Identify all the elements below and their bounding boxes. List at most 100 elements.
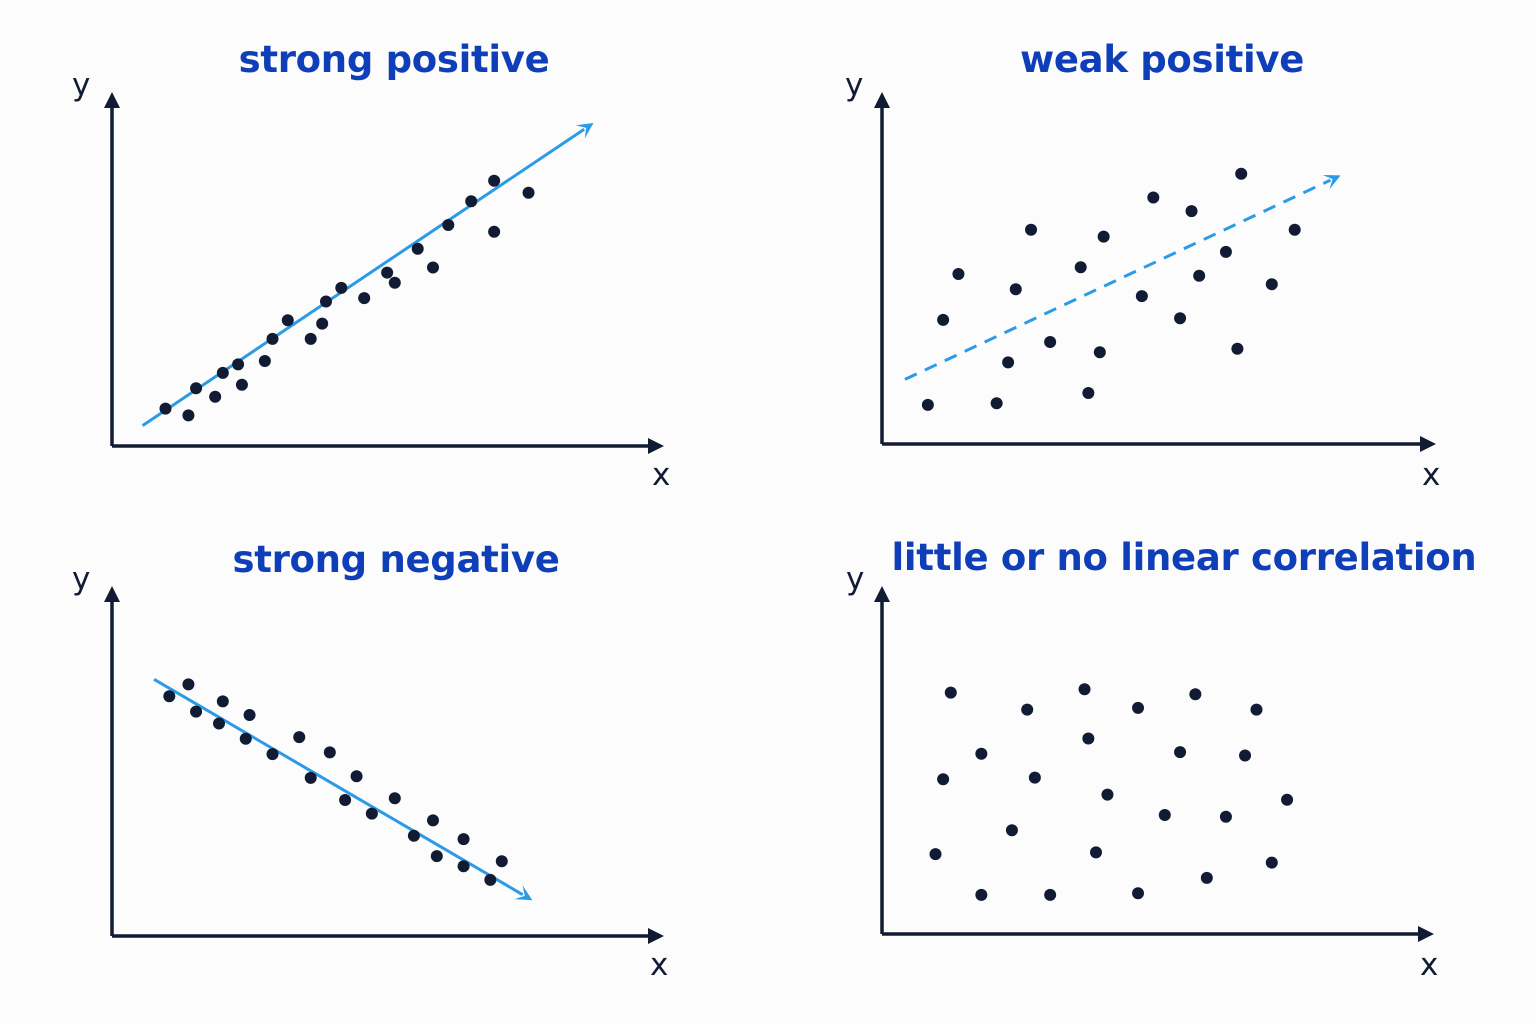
data-point	[430, 850, 443, 863]
data-point	[407, 829, 420, 842]
trend-arrowhead	[1322, 174, 1341, 190]
data-point	[323, 746, 336, 759]
data-point	[952, 268, 965, 280]
y-axis-arrowhead	[104, 586, 120, 602]
data-point	[1239, 749, 1252, 762]
data-point	[281, 314, 294, 327]
data-point	[1250, 703, 1263, 716]
scatter-plot	[874, 586, 1434, 942]
scatter-plot	[104, 586, 664, 944]
data-point	[1219, 810, 1232, 823]
data-point	[1044, 336, 1057, 348]
scatter-plot	[104, 92, 664, 454]
data-point	[1174, 746, 1187, 759]
data-point	[484, 873, 497, 886]
data-point	[937, 773, 950, 786]
data-point	[929, 848, 942, 861]
data-point	[209, 390, 222, 403]
data-point	[427, 261, 439, 274]
data-point	[411, 242, 424, 255]
data-point	[1097, 230, 1110, 243]
data-point	[304, 771, 317, 784]
data-point	[163, 690, 176, 703]
y-axis-label: y	[846, 561, 865, 597]
data-point	[381, 266, 394, 279]
trend-arrowhead	[575, 123, 594, 139]
data-point	[159, 402, 172, 415]
data-point	[190, 705, 203, 718]
data-point	[1288, 223, 1301, 236]
data-point	[457, 833, 470, 846]
data-point	[339, 794, 352, 806]
data-point	[350, 770, 363, 783]
chart-panel-no-correlation: little or no linear correlation y x	[768, 512, 1536, 1024]
data-point	[1044, 888, 1057, 901]
data-point	[1158, 809, 1171, 821]
data-point	[320, 295, 332, 308]
scatter-plot	[874, 92, 1436, 452]
data-point	[442, 219, 455, 231]
x-axis-label: x	[650, 947, 669, 983]
data-point	[990, 397, 1003, 410]
data-point	[465, 195, 478, 208]
data-point	[239, 732, 252, 745]
data-point	[182, 678, 195, 691]
data-point	[1005, 824, 1018, 837]
data-point	[522, 186, 535, 199]
chart-title: strong positive	[238, 38, 550, 81]
data-point	[1132, 701, 1145, 714]
data-point	[1174, 312, 1187, 325]
data-point	[1028, 771, 1041, 784]
chart-panel-weak-positive: weak positive y x	[768, 0, 1536, 512]
data-point	[293, 731, 306, 744]
data-point	[388, 792, 401, 805]
data-point	[488, 174, 501, 187]
y-axis-label: y	[72, 561, 91, 597]
data-point	[1132, 887, 1145, 900]
data-point	[266, 332, 279, 345]
data-point	[1082, 732, 1095, 745]
data-point	[266, 748, 279, 761]
data-point	[1002, 356, 1015, 369]
chart-title: strong negative	[232, 538, 560, 581]
data-point	[335, 281, 348, 294]
data-point	[182, 409, 195, 422]
data-point	[1265, 856, 1278, 869]
x-axis-label: x	[1422, 457, 1441, 493]
x-axis-label: x	[1420, 947, 1439, 983]
data-point	[944, 686, 957, 699]
data-point	[495, 855, 508, 868]
y-axis-arrowhead	[874, 586, 890, 602]
trend-line	[141, 127, 586, 427]
data-point	[216, 366, 229, 379]
data-point	[1193, 269, 1206, 282]
data-point	[258, 355, 271, 367]
trend-arrowhead	[514, 885, 533, 901]
data-point	[358, 292, 371, 305]
y-axis-label: y	[72, 67, 91, 103]
data-point	[1025, 223, 1038, 236]
data-point	[216, 695, 229, 708]
chart-panel-strong-negative: strong negative y x	[0, 512, 768, 1024]
data-point	[1185, 205, 1198, 218]
data-point	[975, 888, 988, 901]
data-point	[1078, 683, 1091, 696]
data-point	[304, 332, 317, 345]
data-point	[243, 709, 256, 721]
data-point	[1135, 290, 1148, 303]
data-point	[213, 717, 225, 730]
data-point	[427, 814, 439, 827]
y-axis-arrowhead	[874, 92, 890, 108]
data-point	[1082, 387, 1095, 399]
data-point	[190, 382, 203, 395]
data-point	[388, 276, 401, 289]
data-point	[1235, 167, 1248, 180]
data-point	[1021, 703, 1034, 716]
x-axis-arrowhead	[1418, 926, 1434, 942]
trend-line	[153, 678, 524, 896]
data-point	[975, 747, 988, 760]
chart-title: little or no linear correlation	[891, 536, 1477, 579]
chart-panel-strong-positive: strong positive y x	[0, 0, 768, 512]
y-axis-label: y	[845, 67, 864, 103]
x-axis-arrowhead	[648, 438, 664, 454]
